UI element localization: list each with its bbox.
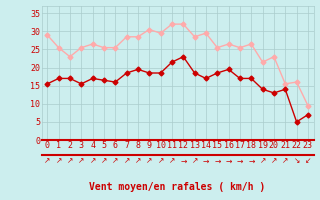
Text: ↗: ↗ (191, 156, 198, 166)
Text: Vent moyen/en rafales ( km/h ): Vent moyen/en rafales ( km/h ) (90, 182, 266, 192)
Text: ↗: ↗ (271, 156, 277, 166)
Text: →: → (225, 156, 232, 166)
Text: ↗: ↗ (44, 156, 51, 166)
Text: ↗: ↗ (169, 156, 175, 166)
Text: ↗: ↗ (282, 156, 288, 166)
Text: →: → (214, 156, 220, 166)
Text: →: → (203, 156, 209, 166)
Text: ↗: ↗ (157, 156, 164, 166)
Text: →: → (180, 156, 187, 166)
Text: ↗: ↗ (89, 156, 96, 166)
Text: ↗: ↗ (67, 156, 73, 166)
Text: ↗: ↗ (260, 156, 266, 166)
Text: ↗: ↗ (101, 156, 107, 166)
Text: ↗: ↗ (55, 156, 62, 166)
Text: ↗: ↗ (135, 156, 141, 166)
Text: ↗: ↗ (112, 156, 118, 166)
Text: ↗: ↗ (146, 156, 152, 166)
Text: →: → (237, 156, 243, 166)
Text: ↘: ↘ (293, 156, 300, 166)
Text: ↙: ↙ (305, 156, 311, 166)
Text: ↗: ↗ (124, 156, 130, 166)
Text: ↗: ↗ (78, 156, 84, 166)
Text: →: → (248, 156, 254, 166)
